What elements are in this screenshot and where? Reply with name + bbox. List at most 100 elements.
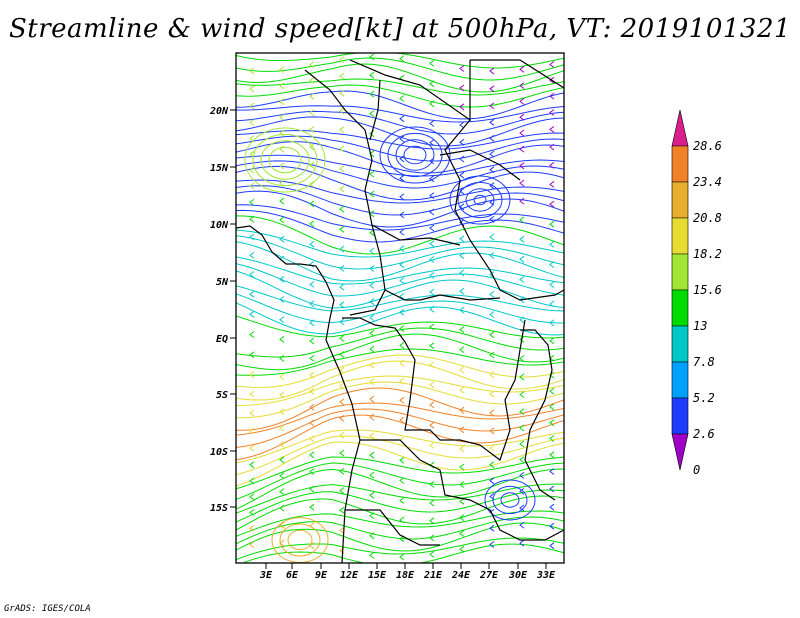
streamline [236,129,564,150]
streamline [399,261,405,269]
lat-label: 10N [210,220,229,231]
streamline [379,126,451,184]
streamline [489,102,495,110]
streamline [459,463,465,471]
streamline [549,419,555,427]
streamline [279,523,321,557]
streamline [236,63,564,93]
streamline [429,421,435,429]
streamline [236,241,564,282]
colorbar-segment [671,397,689,435]
streamline [489,371,495,379]
streamline [279,197,285,205]
lat-tick-5n: 5N [216,277,236,288]
streamline [236,510,564,537]
streamline [309,451,315,459]
streamline [236,293,564,324]
streamline [489,351,495,359]
streamline [492,485,528,515]
streamline [429,60,435,67]
streamline [519,408,525,415]
streamline [309,126,315,133]
streamline [399,277,405,284]
colorbar-label: 2.6 [693,427,715,441]
streamline [519,472,525,479]
streamline [339,414,345,422]
streamline [519,216,525,224]
streamline [489,541,495,548]
streamline [249,390,255,398]
colorbar-label: 23.4 [693,175,722,189]
streamline [236,468,564,510]
streamline [489,461,495,469]
lat-label: EQ [216,334,228,345]
streamline [399,396,405,404]
lon-label: 9E [315,570,328,581]
streamline [549,435,555,442]
streamline [309,220,315,228]
streamline [399,325,405,332]
streamline [429,100,435,108]
lon-label: 12E [340,570,359,581]
streamline [489,427,495,435]
streamline [519,391,525,398]
streamline [489,311,495,318]
streamline [369,413,375,421]
streamline [549,371,555,379]
lon-label: 21E [423,570,443,581]
streamline [309,387,315,395]
streamline [519,424,525,432]
streamline [549,61,555,68]
streamline [489,477,495,485]
colorbar-segment [671,289,689,327]
streamline [549,220,555,228]
streamline [459,545,465,553]
streamline [429,120,435,127]
streamline [459,514,465,521]
streamline [459,121,465,129]
chart-title: Streamline & wind speed[kt] at 500hPa, V… [8,14,792,44]
streamline [549,522,555,530]
streamline [369,532,375,540]
streamline [236,229,564,258]
streamline [369,378,375,386]
lat-label: 5N [216,277,229,288]
streamline [429,175,435,183]
streamline [249,310,255,318]
streamline [339,449,345,457]
lon-label: 27E [479,570,499,581]
streamline [369,329,375,337]
streamline [459,171,465,179]
streamline [287,529,313,551]
streamline [249,182,255,190]
streamline [399,377,405,385]
streamline [279,98,285,106]
lat-tick-15n: 15N [210,163,236,174]
streamline-field [236,53,564,563]
streamline [519,521,525,529]
streamline [339,506,345,514]
streamline [519,129,525,137]
streamline [549,485,555,493]
streamline [339,527,345,534]
streamline [489,331,495,339]
streamline [268,146,302,174]
streamline [489,166,495,174]
streamline [236,429,564,464]
streamline [309,503,315,511]
streamline [236,135,564,162]
longitude-axis: 3E 6E 9E 12E 15E 18E 21E 24E 27E 30E 33E [259,563,556,581]
streamline [236,360,564,401]
streamline [549,451,555,459]
streamline [236,110,564,135]
streamline [369,247,375,255]
streamline [549,337,555,345]
streamline [403,145,427,165]
streamline [549,76,555,84]
streamline [399,135,405,143]
streamline [309,77,315,84]
streamline [236,489,564,523]
streamline [399,95,405,102]
streamline [429,80,435,88]
streamline [249,150,255,158]
